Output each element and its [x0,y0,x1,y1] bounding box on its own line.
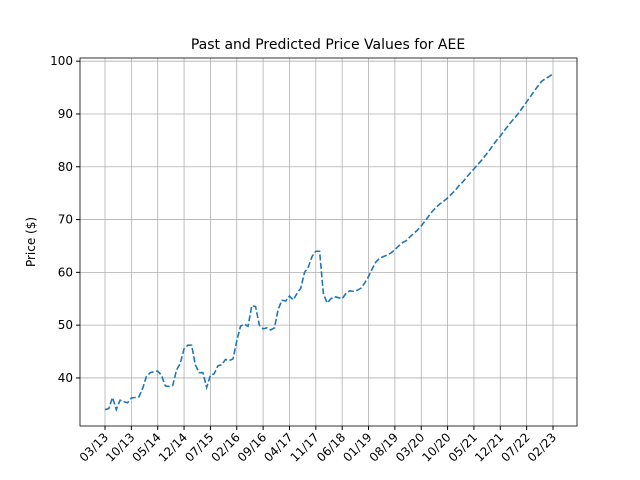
x-tick-label: 10/20 [419,430,453,464]
x-tick-label: 11/17 [288,430,322,464]
x-tick-label: 12/14 [156,430,190,464]
y-tick-label: 70 [58,213,73,227]
x-tick-label: 09/16 [235,430,269,464]
y-tick-label: 40 [58,371,73,385]
chart-title: Past and Predicted Price Values for AEE [191,37,465,53]
x-tick-label: 07/22 [498,430,532,464]
x-tick-label: 06/18 [314,430,348,464]
y-tick-label: 80 [58,160,73,174]
y-axis-label: Price ($) [24,217,38,267]
x-tick-label: 05/14 [129,430,163,464]
y-tick-label: 50 [58,318,73,332]
x-tick-label: 02/23 [525,430,559,464]
x-tick-label: 10/13 [103,430,137,464]
x-tick-label: 03/20 [393,430,427,464]
x-tick-label: 01/19 [340,430,374,464]
x-tick-label: 02/16 [209,430,243,464]
y-tick-label: 60 [58,265,73,279]
plot-frame [79,57,578,427]
x-tick-label: 07/15 [182,430,216,464]
x-tick-label: 08/19 [367,430,401,464]
x-tick-label: 05/21 [446,430,480,464]
x-tick-label: 04/17 [261,430,295,464]
y-tick-label: 90 [58,107,73,121]
x-tick-label: 12/21 [472,430,506,464]
y-tick-label: 100 [50,54,73,68]
price-line [104,73,554,413]
x-tick-label: 03/13 [77,430,111,464]
